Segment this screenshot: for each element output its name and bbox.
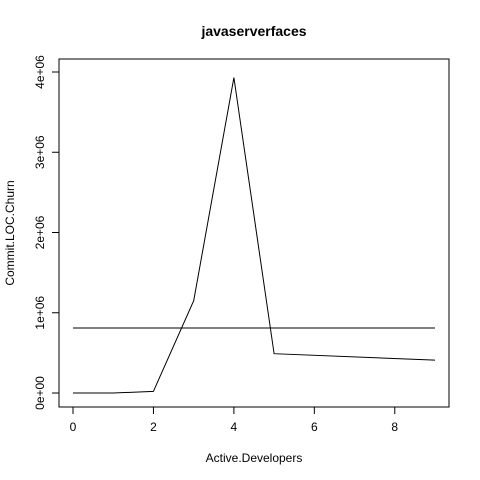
y-axis-title: Commit.LOC.Churn	[3, 180, 17, 285]
y-axis: 0e+00 1e+06 2e+06 3e+06 4e+06	[33, 55, 60, 410]
y-tick-label: 1e+06	[33, 296, 47, 330]
series-line-0	[73, 77, 436, 394]
series-layer	[73, 77, 436, 394]
x-axis: 0 2 4 6 8	[70, 406, 398, 434]
x-tick-label: 0	[70, 420, 77, 434]
x-tick-label: 2	[150, 420, 157, 434]
y-tick-label: 4e+06	[33, 55, 47, 89]
x-tick-label: 6	[311, 420, 318, 434]
plot-frame	[58, 58, 450, 408]
chart-title: javaserverfaces	[200, 23, 306, 39]
x-axis-title: Active.Developers	[206, 451, 303, 465]
y-tick-label: 0e+00	[33, 376, 47, 410]
y-tick-label: 2e+06	[33, 215, 47, 249]
x-tick-label: 8	[391, 420, 398, 434]
y-tick-label: 3e+06	[33, 135, 47, 169]
x-tick-label: 4	[231, 420, 238, 434]
